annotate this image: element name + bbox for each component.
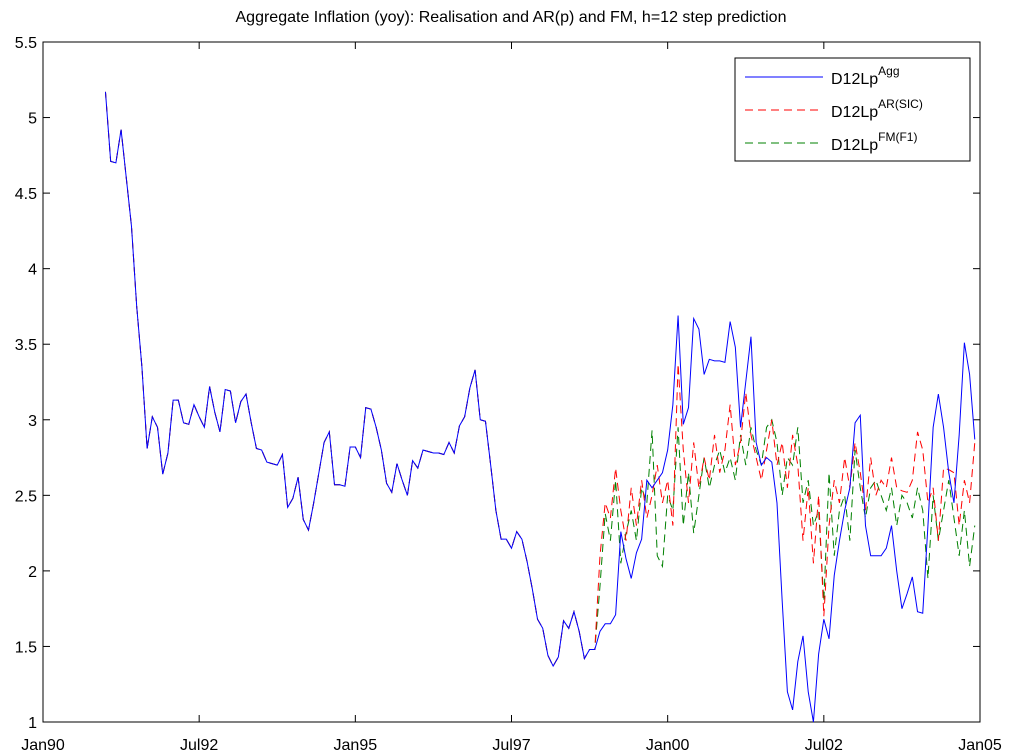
y-tick-label: 3 — [28, 413, 37, 430]
legend-name: D12Lp — [831, 71, 878, 88]
x-tick-label: Jan90 — [21, 737, 65, 754]
x-tick-label: Jan95 — [334, 737, 378, 754]
y-tick-label: 3.5 — [15, 337, 37, 354]
y-tick-label: 4.5 — [15, 186, 37, 203]
y-tick-label: 5 — [28, 111, 37, 128]
y-tick-label: 2.5 — [15, 488, 37, 505]
x-tick-label: Jul92 — [180, 737, 218, 754]
legend-box — [734, 57, 971, 162]
series-line — [104, 91, 976, 723]
y-tick-label: 4 — [28, 262, 37, 279]
legend-label: D12LpFM(F1) — [831, 130, 917, 154]
y-tick-label: 1.5 — [15, 639, 37, 656]
x-tick-label: Jan05 — [958, 737, 1002, 754]
chart-title: Aggregate Inflation (yoy): Realisation a… — [236, 9, 787, 26]
legend-name: D12Lp — [831, 137, 878, 154]
legend-superscript: FM(F1) — [878, 130, 917, 144]
y-tick-label: 1 — [28, 715, 37, 732]
y-tick-label: 5.5 — [15, 35, 37, 52]
legend-label: D12LpAgg — [831, 64, 900, 88]
x-tick-label: Jul97 — [492, 737, 530, 754]
y-tick-label: 2 — [28, 564, 37, 581]
x-tick-label: Jan00 — [646, 737, 690, 754]
x-tick-label: Jul02 — [805, 737, 843, 754]
legend-name: D12Lp — [831, 104, 878, 121]
legend-superscript: AR(SIC) — [878, 97, 923, 111]
legend-label: D12LpAR(SIC) — [831, 97, 923, 121]
legend-superscript: Agg — [878, 64, 899, 78]
